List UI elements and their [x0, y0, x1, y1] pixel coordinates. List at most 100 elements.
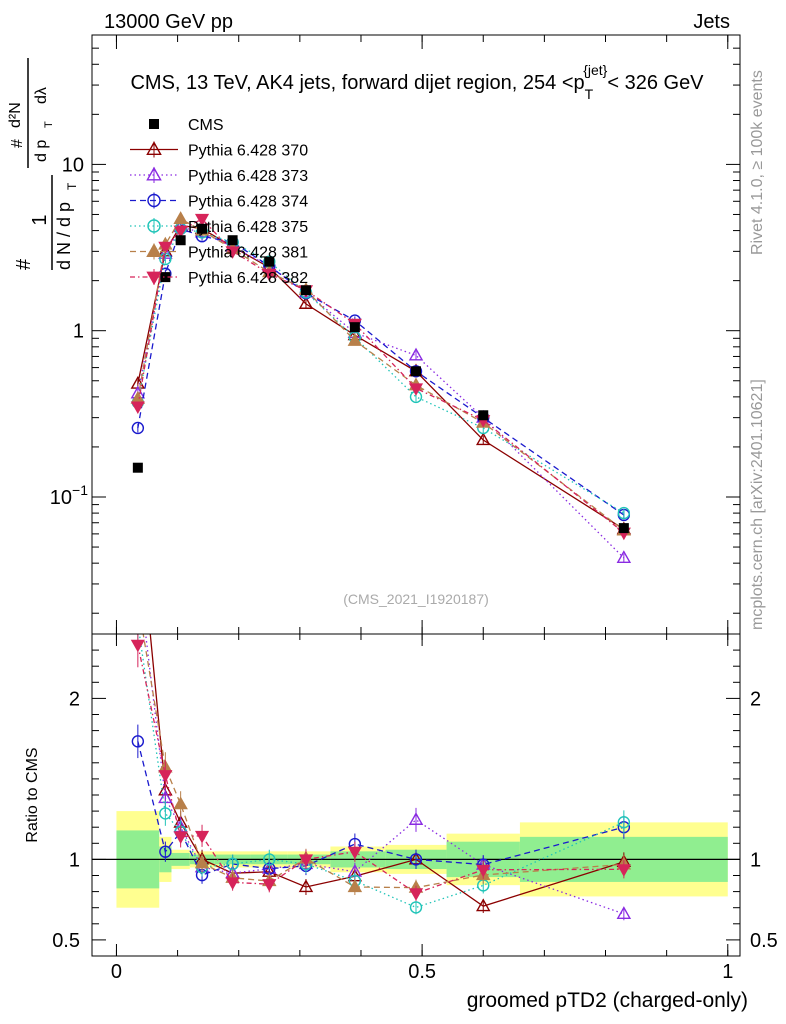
- header-energy-label: 13000 GeV pp: [104, 11, 233, 33]
- ylabel-dn-dpt: d N / d p: [54, 202, 74, 270]
- ylabel-t-1: T: [65, 182, 79, 190]
- series-point: [173, 225, 188, 239]
- main-ylabel: #: [13, 258, 35, 270]
- mcplots-label: mcplots.cern.ch [arXiv:2401.10621]: [749, 379, 766, 630]
- data-point: [160, 272, 171, 283]
- series-point: [131, 421, 145, 435]
- x-tick-label: 0.5: [408, 961, 436, 983]
- ratio-point: [347, 846, 362, 860]
- data-point: [478, 410, 489, 421]
- ratio-point: [616, 906, 632, 919]
- ratio-point: [132, 499, 144, 510]
- ylabel-one: 1: [29, 214, 51, 225]
- legend-label: Pythia 6.428 374: [188, 194, 308, 211]
- data-point: [227, 235, 238, 246]
- ratio-y-tick-label: 1: [69, 849, 80, 871]
- data-point: [197, 223, 208, 234]
- series-point: [617, 506, 631, 520]
- ylabel-hash: #: [13, 258, 35, 270]
- rivet-version-label: Rivet 4.1.0, ≥ 100k events: [749, 70, 766, 255]
- data-point: [349, 322, 360, 333]
- series-point: [408, 347, 424, 361]
- ratio-point: [194, 855, 210, 869]
- data-point: [618, 523, 629, 534]
- ratio-point: [158, 770, 173, 783]
- ratio-point: [347, 879, 363, 893]
- ratio-point: [476, 864, 491, 878]
- legend-label: CMS: [188, 117, 224, 134]
- ratio-point: [298, 879, 314, 893]
- ratio-point: [130, 639, 145, 653]
- ylabel-dl: dλ: [33, 87, 50, 104]
- legend-marker: [147, 193, 161, 208]
- ylabel-hash-top: #: [9, 139, 26, 148]
- series-point: [158, 241, 173, 255]
- x-axis-label: groomed pTD2 (charged-only): [467, 989, 748, 1012]
- series-point: [409, 365, 423, 378]
- legend-marker: [146, 166, 162, 181]
- ratio-point: [194, 830, 210, 844]
- legend: CMS Pythia 6.428 370 Pythia 6.428 373 Pythi…: [130, 117, 308, 287]
- ratio-point: [408, 812, 424, 825]
- series-point: [298, 296, 314, 309]
- ylabel-t-2: T: [43, 121, 55, 128]
- ratio-line-5: [137, 644, 624, 895]
- ratio-point: [225, 877, 240, 890]
- x-tick-label: 0: [111, 961, 122, 983]
- legend-label: Pythia 6.428 370: [188, 143, 308, 160]
- series-line-5: [137, 218, 625, 534]
- ratio-point: [408, 888, 424, 901]
- ratio-line-2: [137, 741, 625, 876]
- ratio-frame: [91, 633, 741, 957]
- legend-marker: [146, 243, 162, 257]
- ratio-point: [159, 845, 172, 858]
- legend-label: Pythia 6.428 375: [188, 219, 308, 236]
- series-point: [130, 401, 145, 415]
- ratio-point: [409, 901, 423, 914]
- ratio-point: [132, 618, 143, 629]
- series-point: [194, 213, 210, 227]
- header-jets-label: Jets: [693, 11, 730, 33]
- legend-label: Pythia 6.428 373: [188, 168, 308, 185]
- data-point: [300, 285, 311, 296]
- series-point: [616, 550, 632, 564]
- ratio-y-tick-label: 2: [69, 688, 80, 710]
- ylabel-fraction-1: 1 d N / d p T: [29, 175, 79, 270]
- ratio-point: [131, 735, 145, 748]
- ylabel-d2n: d²N: [7, 102, 24, 128]
- ratio-point: [617, 816, 631, 829]
- ratio-point: [173, 831, 188, 844]
- legend-label: Pythia 6.428 381: [188, 245, 308, 262]
- series-point: [408, 383, 424, 396]
- ratio-point: [298, 854, 314, 867]
- series-point: [173, 211, 188, 225]
- legend-label: Pythia 6.428 382: [188, 270, 308, 287]
- y-tick-label: 1: [73, 321, 84, 343]
- ratio-y-tick-label-right: 1: [750, 849, 761, 871]
- legend-marker: [147, 219, 161, 233]
- ratio-point: [173, 796, 188, 810]
- series-point: [225, 246, 240, 259]
- y-tick-label: 10: [62, 154, 84, 176]
- ratio-y-tick-label-right: 2: [750, 688, 761, 710]
- series-line-4: [137, 218, 625, 531]
- ylabel-fraction-2: # d²N d p T dλ: [7, 58, 55, 168]
- legend-marker: [149, 119, 159, 129]
- ratio-y-tick-label: 0.5: [52, 930, 80, 952]
- ratio-point: [262, 879, 277, 892]
- series-point: [262, 268, 277, 282]
- ylabel-dpt: d p: [33, 140, 50, 162]
- ratio-ylabel: Ratio to CMS: [24, 747, 41, 842]
- y-tick-label: 10−1: [50, 482, 88, 509]
- legend-marker: [146, 141, 162, 156]
- ratio-point: [159, 807, 172, 820]
- ratio-point: [409, 853, 423, 866]
- ratio-point: [616, 864, 631, 877]
- chart-title: CMS, 13 TeV, AK4 jets, forward dijet reg…: [130, 62, 704, 102]
- data-point: [411, 366, 421, 377]
- data-point: [264, 256, 275, 267]
- analysis-watermark: (CMS_2021_I1920187): [343, 591, 489, 607]
- ratio-point: [263, 853, 276, 866]
- ratio-point: [475, 898, 491, 912]
